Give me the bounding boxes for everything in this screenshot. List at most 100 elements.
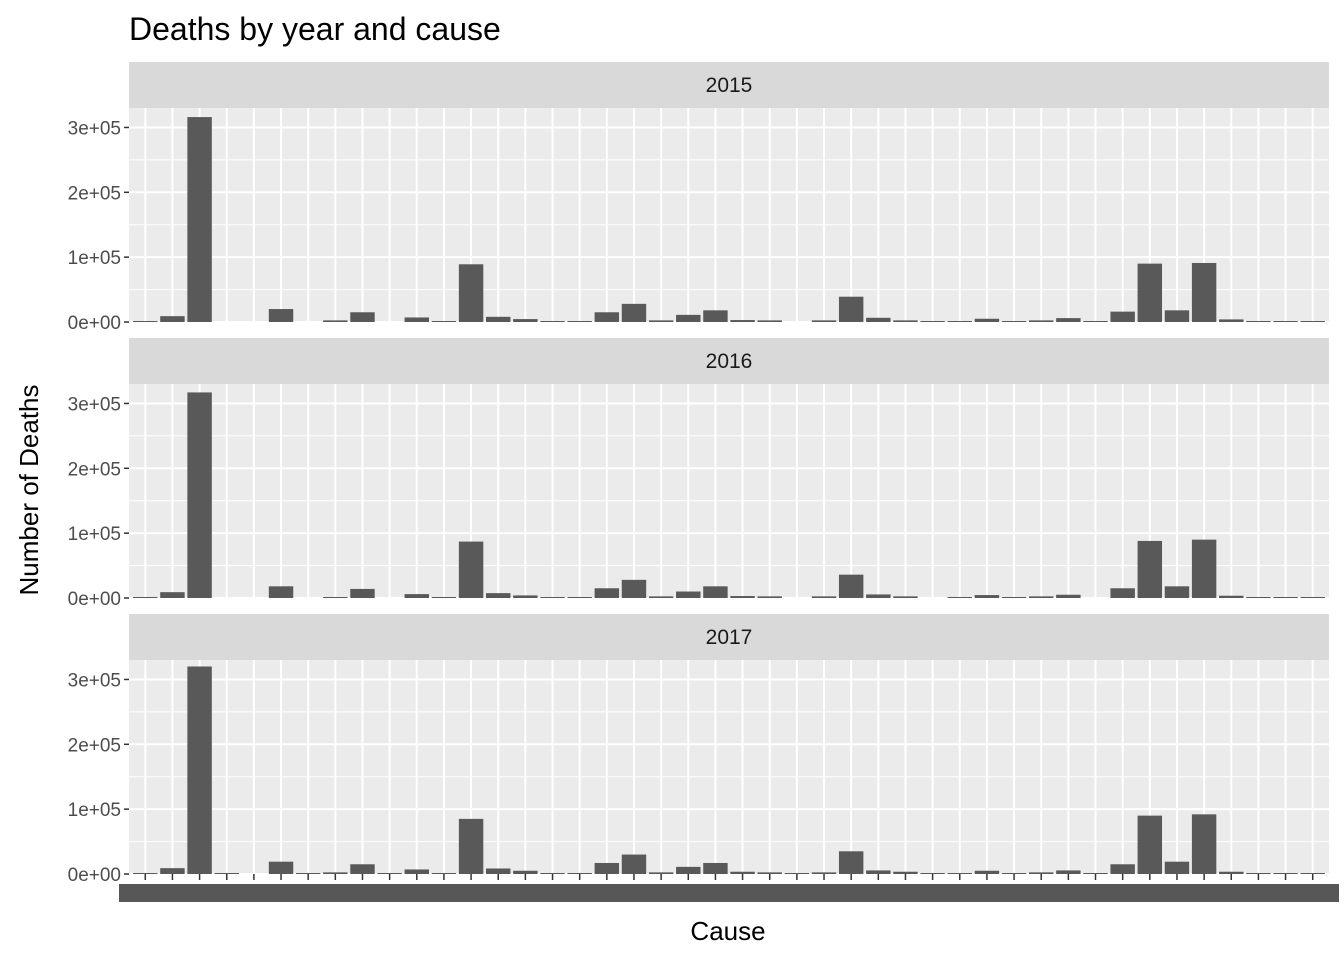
- bar: [1246, 873, 1271, 874]
- x-axis: [119, 874, 1339, 902]
- bar: [486, 316, 511, 322]
- bar: [458, 818, 484, 874]
- bar: [513, 595, 538, 598]
- bar: [404, 869, 429, 874]
- facet-strip: [129, 62, 1329, 108]
- bar: [160, 316, 185, 322]
- bar: [730, 871, 755, 874]
- bar: [133, 597, 158, 598]
- facet-panels: 2015 0e+00 1e+05 2e+05 3e+05 2016 0e+00 1e+05 2e…: [68, 62, 1329, 886]
- bar: [893, 596, 918, 598]
- bar: [648, 596, 674, 598]
- bar: [486, 868, 511, 874]
- bar: [730, 320, 755, 322]
- bar: [1219, 595, 1244, 598]
- bar: [540, 597, 565, 598]
- bar: [866, 870, 891, 874]
- bar: [1219, 871, 1244, 874]
- y-tick-label: 2e+05: [68, 183, 121, 204]
- bar: [540, 873, 565, 874]
- bar: [567, 597, 592, 598]
- bar: [1001, 597, 1027, 598]
- bar: [133, 873, 158, 874]
- bar: [1246, 597, 1271, 598]
- bar: [187, 392, 212, 598]
- bar: [594, 588, 620, 598]
- y-tick-label: 1e+05: [68, 524, 121, 545]
- bar: [377, 873, 402, 874]
- bar: [1110, 588, 1135, 598]
- bar: [893, 871, 918, 874]
- bar: [974, 595, 1000, 598]
- bar: [1273, 873, 1298, 874]
- bar: [757, 320, 782, 322]
- bar: [676, 314, 701, 322]
- bar: [350, 864, 375, 874]
- bar: [811, 320, 837, 322]
- facet-strip-label: 2015: [706, 74, 753, 97]
- bar: [838, 574, 864, 598]
- x-axis-title: Cause: [690, 916, 765, 946]
- bar: [1164, 586, 1190, 598]
- bar: [648, 872, 674, 874]
- y-tick-label: 2e+05: [68, 735, 121, 756]
- bar: [323, 320, 348, 322]
- bar: [295, 873, 321, 874]
- bar: [350, 588, 375, 598]
- bar: [920, 873, 945, 874]
- bar: [1056, 870, 1081, 874]
- bar: [676, 866, 701, 874]
- bar: [594, 862, 620, 874]
- bar: [268, 309, 294, 322]
- bar: [268, 586, 294, 598]
- bar: [1029, 872, 1054, 874]
- bar: [703, 586, 728, 598]
- y-tick-label: 1e+05: [68, 800, 121, 821]
- y-tick-label: 3e+05: [68, 670, 121, 691]
- facet-strip-label: 2016: [706, 350, 753, 373]
- bar: [431, 873, 457, 874]
- facet-strip-label: 2017: [706, 626, 753, 649]
- bar: [567, 321, 592, 322]
- bar: [540, 321, 565, 322]
- bar: [1001, 321, 1027, 322]
- bar: [458, 264, 484, 322]
- bar: [187, 666, 212, 874]
- x-tick-labels-overplotted: [119, 884, 1339, 902]
- bar: [1246, 321, 1271, 322]
- bar: [133, 321, 158, 322]
- bar: [1056, 318, 1081, 322]
- bar: [431, 321, 457, 322]
- y-tick-label: 1e+05: [68, 248, 121, 269]
- bar: [1137, 540, 1163, 598]
- panel-background: [129, 108, 1329, 322]
- bar: [730, 596, 755, 598]
- y-tick-label: 3e+05: [68, 394, 121, 415]
- bar: [1300, 597, 1325, 598]
- bar: [431, 597, 457, 598]
- y-tick-label: 0e+00: [68, 865, 121, 886]
- bar: [1191, 814, 1217, 874]
- bar: [974, 870, 1000, 874]
- bar: [1300, 873, 1325, 874]
- bar: [621, 579, 647, 598]
- bar: [1273, 321, 1298, 322]
- bar: [703, 310, 728, 322]
- bar: [1029, 596, 1054, 598]
- bar: [160, 868, 185, 874]
- facet-panel: 2017 0e+00 1e+05 2e+05 3e+05: [68, 614, 1329, 886]
- bar: [838, 851, 864, 874]
- bar: [784, 873, 810, 874]
- bar: [1273, 597, 1298, 598]
- bar: [974, 318, 1000, 322]
- bar: [513, 870, 538, 874]
- bar: [838, 296, 864, 322]
- chart-title: Deaths by year and cause: [129, 11, 501, 47]
- y-tick-label: 2e+05: [68, 459, 121, 480]
- bar: [866, 594, 891, 598]
- bar: [676, 591, 701, 598]
- bar: [1164, 310, 1190, 322]
- facet-panel: 2016 0e+00 1e+05 2e+05 3e+05: [68, 338, 1329, 610]
- bar: [1219, 319, 1244, 322]
